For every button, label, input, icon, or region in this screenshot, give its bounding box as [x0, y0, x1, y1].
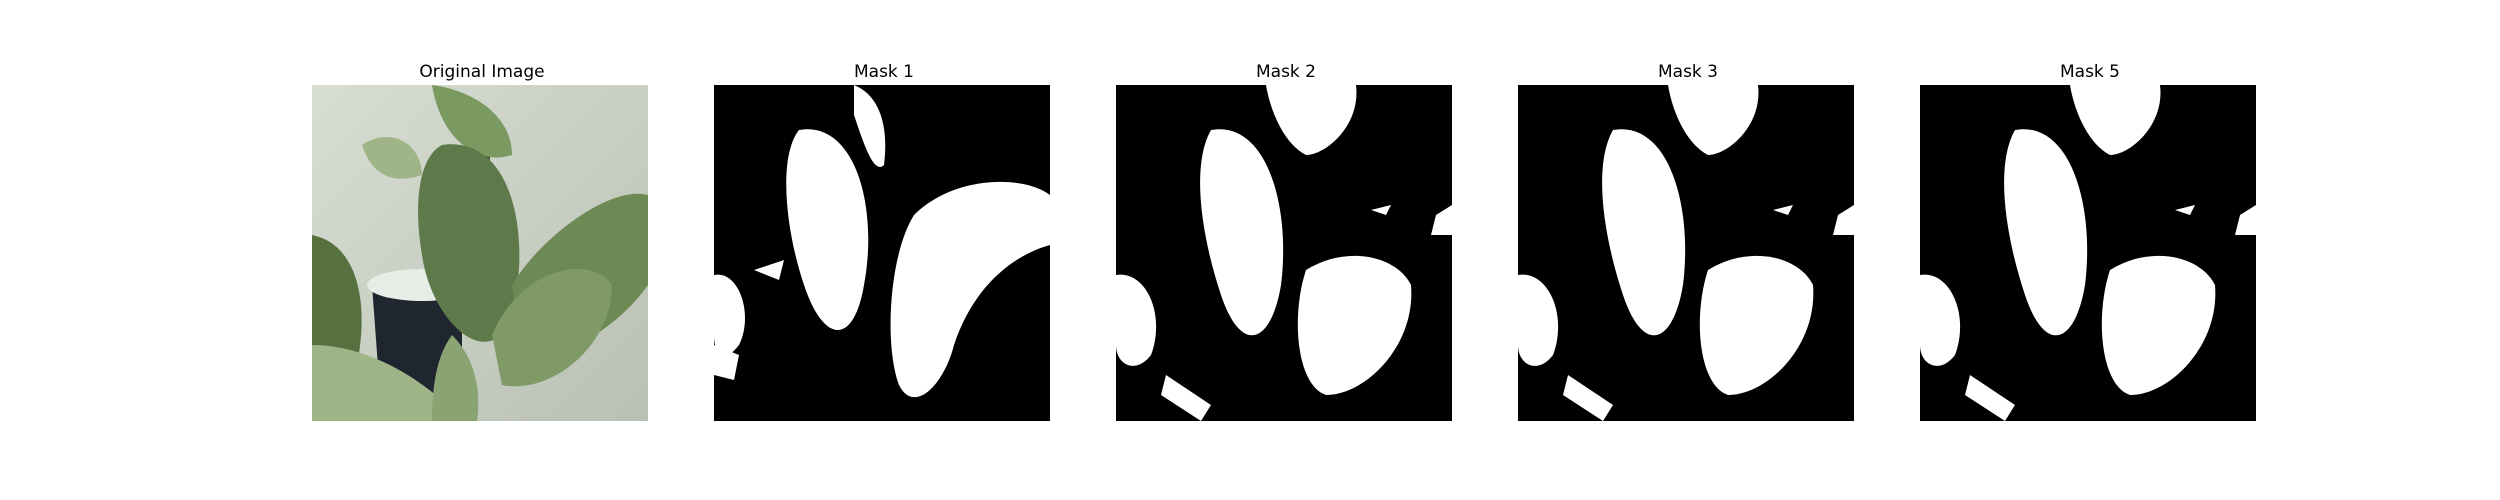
panel-title: Mask 5 [2059, 62, 2120, 82]
mask-3-image [1518, 85, 1854, 421]
panel-title: Original Image [419, 62, 545, 82]
panel-title: Mask 3 [1657, 62, 1718, 82]
panel-original-image: Original Image [312, 60, 652, 421]
mask-2-image [1116, 85, 1452, 421]
mask-1-image [714, 85, 1050, 421]
panel-mask-2: Mask 2 [1116, 60, 1456, 421]
panel-title: Mask 2 [1255, 62, 1316, 82]
panel-mask-3: Mask 3 [1518, 60, 1858, 421]
panel-mask-1: Mask 1 [714, 60, 1054, 421]
mask-5-image [1920, 85, 2256, 421]
panel-mask-5: Mask 5 [1920, 60, 2260, 421]
panel-title: Mask 1 [853, 62, 914, 82]
original-image [312, 85, 648, 421]
